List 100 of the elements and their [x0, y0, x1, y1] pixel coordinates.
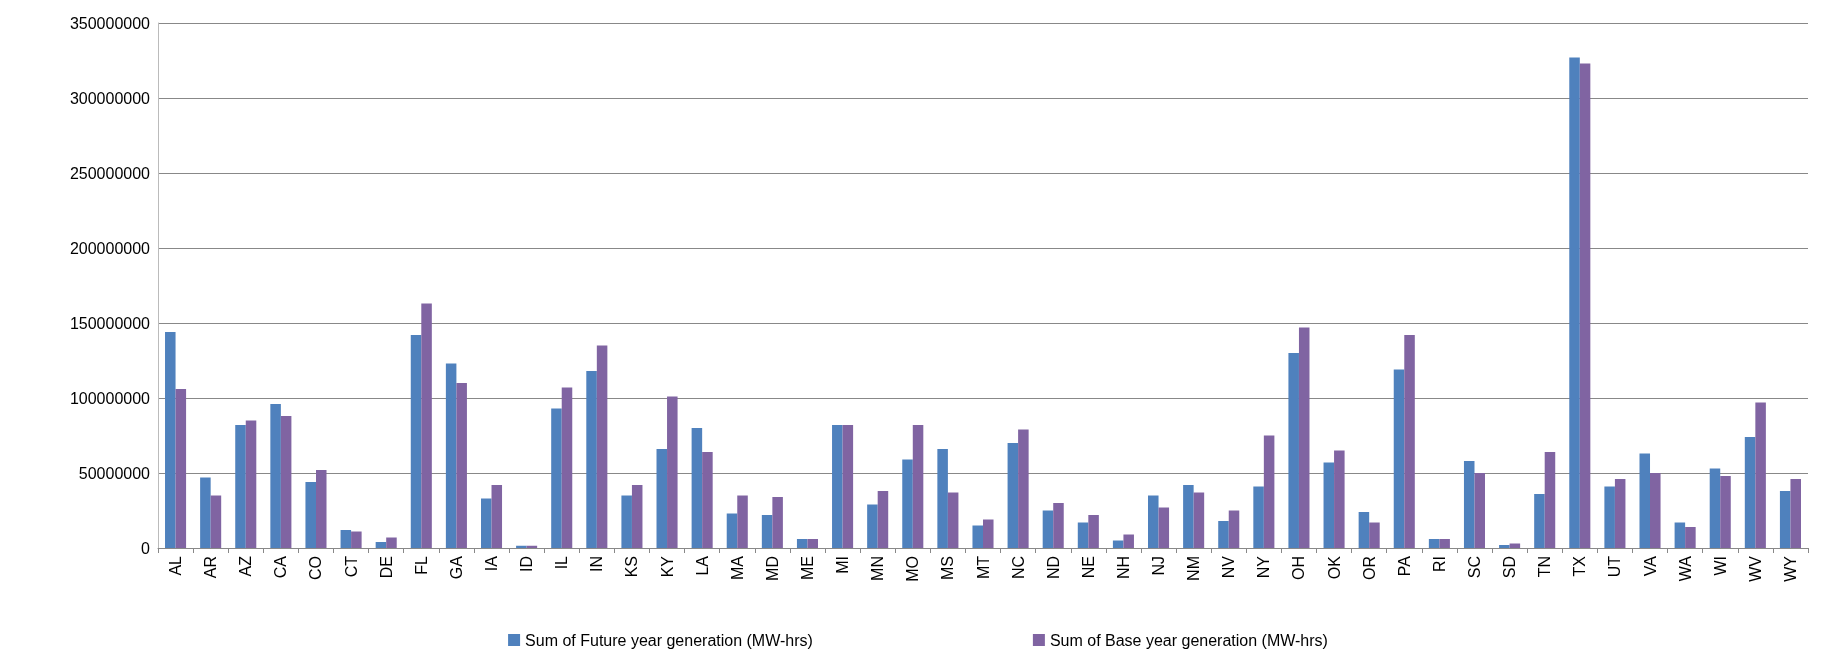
x-tick-label: OK: [1325, 555, 1343, 580]
bar: [175, 389, 187, 548]
bar: [1158, 507, 1170, 548]
bar: [1579, 63, 1591, 548]
bar: [445, 363, 457, 548]
x-tick-label: IL: [553, 555, 571, 570]
x-tick-label: OH: [1290, 556, 1308, 580]
bar: [516, 545, 527, 548]
bar: [702, 452, 713, 548]
x-tick-label: KS: [623, 556, 641, 578]
bar: [1358, 512, 1370, 548]
bar: [200, 477, 211, 548]
x-tick-label: SC: [1465, 556, 1483, 579]
bar: [1053, 503, 1064, 548]
bar: [270, 404, 281, 548]
bar: [842, 425, 854, 548]
bar: [305, 482, 316, 548]
bar: [832, 425, 843, 548]
bar: [1393, 369, 1405, 548]
bar: [1790, 479, 1801, 548]
legend-label: Sum of Future year generation (MW-hrs): [525, 631, 813, 649]
bar: [912, 425, 924, 548]
x-tick-label: FL: [412, 555, 430, 575]
bar: [165, 332, 176, 548]
x-tick-label: MA: [728, 555, 746, 580]
x-tick-label: NM: [1185, 556, 1203, 581]
y-tick-label: 300000000: [69, 89, 151, 107]
x-tick-label: CA: [272, 555, 290, 579]
bar: [772, 497, 783, 548]
x-tick-label: RI: [1430, 556, 1448, 572]
bar: [1404, 335, 1415, 548]
bar: [1148, 495, 1159, 548]
bar: [421, 303, 432, 548]
bar: [1253, 486, 1264, 548]
bar: [1569, 57, 1580, 548]
bar: [480, 498, 492, 548]
x-tick-label: WA: [1676, 555, 1694, 582]
x-tick-label: NV: [1220, 555, 1238, 579]
x-tick-label: MO: [904, 556, 922, 582]
bar: [1720, 476, 1731, 548]
bar: [410, 335, 422, 548]
bar: [902, 459, 913, 548]
x-tick-label: CO: [307, 556, 325, 580]
x-tick-label: NE: [1079, 556, 1097, 579]
bar: [1228, 510, 1240, 548]
bar: [1534, 494, 1545, 548]
x-tick-label: MN: [869, 556, 887, 581]
bar: [340, 530, 352, 548]
bar: [1474, 473, 1486, 548]
bar: [1674, 522, 1686, 548]
bar: [1183, 485, 1194, 548]
bar: [315, 470, 327, 548]
bar: [1263, 435, 1275, 548]
bar: [737, 495, 748, 548]
bar: [1088, 515, 1099, 548]
x-tick-label: CT: [342, 555, 360, 578]
x-tick-label: LA: [693, 555, 711, 576]
bar: [983, 519, 994, 548]
bar: [937, 449, 948, 548]
x-tick-label: VA: [1641, 555, 1659, 577]
x-tick-label: OR: [1360, 556, 1378, 580]
bar: [1614, 479, 1626, 548]
y-tick-label: 50000000: [78, 464, 151, 482]
bar: [1744, 437, 1756, 548]
y-tick-label: 200000000: [69, 239, 151, 257]
x-tick-label: IN: [588, 556, 606, 572]
x-tick-label: WI: [1711, 556, 1729, 576]
bar: [796, 539, 808, 548]
bar: [1193, 492, 1205, 548]
bar: [1639, 453, 1651, 548]
bar: [1709, 468, 1721, 548]
bar: [561, 387, 573, 548]
bar: [631, 485, 643, 548]
x-tick-label: SD: [1501, 556, 1519, 579]
bar: [1779, 491, 1791, 548]
bar: [1298, 327, 1310, 548]
y-tick-label: 350000000: [69, 14, 151, 32]
bar: [210, 495, 222, 548]
bar: [807, 539, 818, 548]
bar: [375, 542, 387, 548]
bar: [1007, 443, 1019, 548]
y-tick-label: 250000000: [69, 164, 151, 182]
bar: [1323, 462, 1335, 548]
bar: [947, 492, 959, 548]
x-tick-label: AR: [202, 556, 220, 579]
bar: [726, 513, 738, 548]
bar: [1463, 461, 1475, 548]
bar: [551, 408, 562, 548]
x-tick-label: TX: [1571, 555, 1589, 577]
x-tick-label: WY: [1781, 555, 1799, 582]
bar: [1018, 429, 1029, 548]
bar: [972, 525, 983, 548]
x-tick-label: AL: [167, 555, 185, 576]
x-tick-label: PA: [1395, 555, 1413, 577]
bar: [245, 420, 257, 548]
x-tick-label: DE: [377, 556, 395, 579]
y-tick-label: 0: [141, 539, 151, 557]
bar: [1685, 527, 1696, 548]
bar: [491, 485, 503, 548]
bar: [621, 495, 632, 548]
